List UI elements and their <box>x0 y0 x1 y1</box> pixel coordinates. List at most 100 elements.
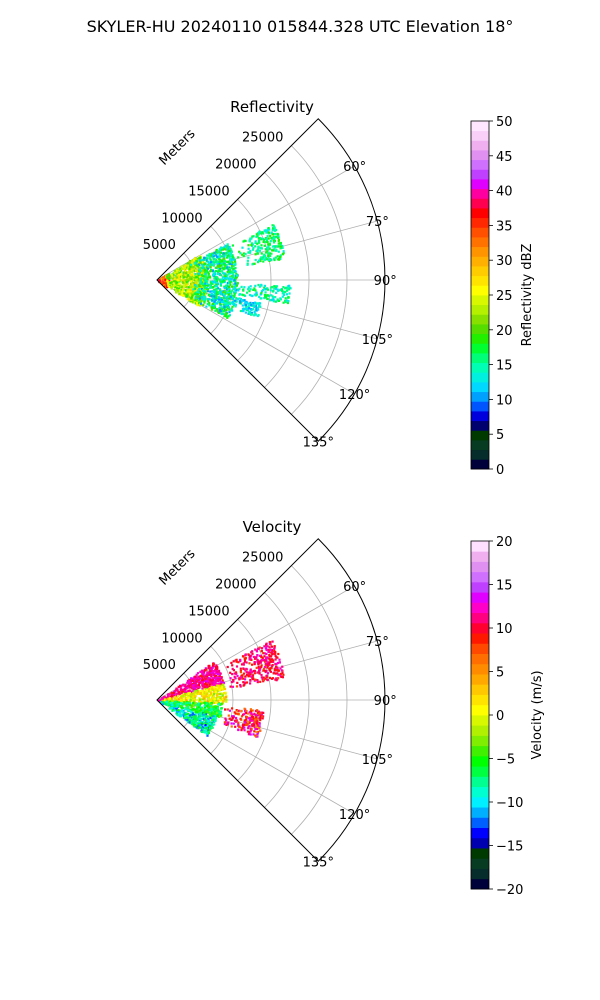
echo-gate <box>221 280 224 283</box>
echo-gate <box>198 704 201 707</box>
echo-gate <box>180 694 184 697</box>
echo-gate <box>213 302 217 306</box>
echo-gate <box>180 285 183 288</box>
echo-gate <box>277 250 280 253</box>
echo-gate <box>243 659 247 662</box>
theta-tick-label: 60° <box>343 580 366 595</box>
echo-gate <box>258 660 261 663</box>
echo-gate <box>194 302 197 305</box>
echo-gate <box>227 260 230 263</box>
echo-gate <box>176 711 179 714</box>
echo-gate <box>265 237 268 240</box>
echo-gate <box>210 702 214 705</box>
echo-gate <box>229 262 232 265</box>
echo-gate <box>204 731 207 734</box>
colorbar-tick-label: 40 <box>496 185 513 200</box>
colorbar-segment <box>471 217 489 228</box>
echo-gate <box>229 248 232 251</box>
echo-gate <box>173 691 176 694</box>
echo-gate <box>178 691 181 694</box>
echo-gate <box>176 267 179 271</box>
theta-tick-label: 135° <box>303 435 334 450</box>
echo-gate <box>207 704 210 707</box>
echo-gate <box>193 725 196 728</box>
echo-gate <box>196 304 199 307</box>
echo-gate <box>249 285 252 288</box>
echo-gate <box>189 686 192 689</box>
echo-gate <box>173 702 176 705</box>
echo-gate <box>188 262 191 265</box>
echo-gate <box>193 287 197 290</box>
echo-gate <box>257 302 260 305</box>
echo-gate <box>205 271 208 274</box>
echo-gate <box>210 705 213 708</box>
echo-gate <box>192 702 195 705</box>
echo-gate <box>190 263 193 266</box>
echo-gate <box>194 267 197 270</box>
echo-gate <box>250 727 253 730</box>
echo-gate <box>213 306 216 309</box>
echo-gate <box>258 304 261 307</box>
echo-gate <box>214 266 217 269</box>
echo-gate <box>199 670 202 673</box>
echo-gate <box>190 681 193 684</box>
echo-gate <box>224 290 227 293</box>
echo-gate <box>172 274 175 277</box>
echo-gate <box>212 256 215 259</box>
echo-gate <box>214 717 217 720</box>
echo-gate <box>192 677 195 680</box>
echo-gate <box>222 293 225 296</box>
echo-gate <box>185 282 189 285</box>
echo-gate <box>166 701 169 704</box>
echo-gate <box>220 251 223 254</box>
echo-gate <box>207 679 210 683</box>
echo-gate <box>221 306 224 309</box>
echo-gate <box>237 256 240 259</box>
echo-gate <box>198 290 201 293</box>
echo-gate <box>265 674 268 677</box>
echo-gate <box>223 286 226 289</box>
echo-gate <box>222 252 225 255</box>
colorbar-segment <box>471 766 489 777</box>
echo-gate <box>184 289 187 292</box>
echo-gate <box>220 247 223 250</box>
echo-gate <box>233 675 236 678</box>
echo-gate <box>234 260 237 263</box>
echo-gate <box>214 677 217 681</box>
echo-gate <box>260 244 263 247</box>
echo-gate <box>185 704 188 707</box>
echo-gate <box>192 722 195 725</box>
echo-gate <box>234 725 237 728</box>
echo-gate <box>277 669 280 672</box>
echo-gate <box>180 269 183 272</box>
echo-gate <box>254 709 257 712</box>
echo-gate <box>226 271 229 274</box>
echo-gate <box>203 684 206 687</box>
colorbar-tick-label: 0 <box>496 463 504 478</box>
echo-gate <box>244 711 247 715</box>
echo-gate <box>285 293 288 296</box>
echo-gate <box>250 303 253 306</box>
echo-gate <box>277 257 281 260</box>
echo-gate <box>226 299 229 302</box>
echo-gate <box>271 227 275 230</box>
echo-gate <box>205 305 208 308</box>
echo-gate <box>222 696 225 699</box>
echo-gate <box>184 269 187 273</box>
echo-gate <box>239 710 242 713</box>
echo-gate <box>214 285 217 288</box>
echo-gate <box>261 678 264 681</box>
echo-gate <box>207 697 210 700</box>
echo-gate <box>224 708 227 711</box>
echo-gate <box>223 686 226 689</box>
colorbar-segment <box>471 169 489 180</box>
radial-tick-label: 15000 <box>188 604 229 619</box>
echo-gate <box>219 292 223 295</box>
echo-gate <box>232 679 235 682</box>
echo-gate <box>216 282 220 285</box>
echo-gate <box>236 298 239 301</box>
echo-gate <box>234 285 237 288</box>
echo-gate <box>224 273 227 276</box>
echo-gate <box>254 309 257 312</box>
echo-gate <box>220 677 223 680</box>
